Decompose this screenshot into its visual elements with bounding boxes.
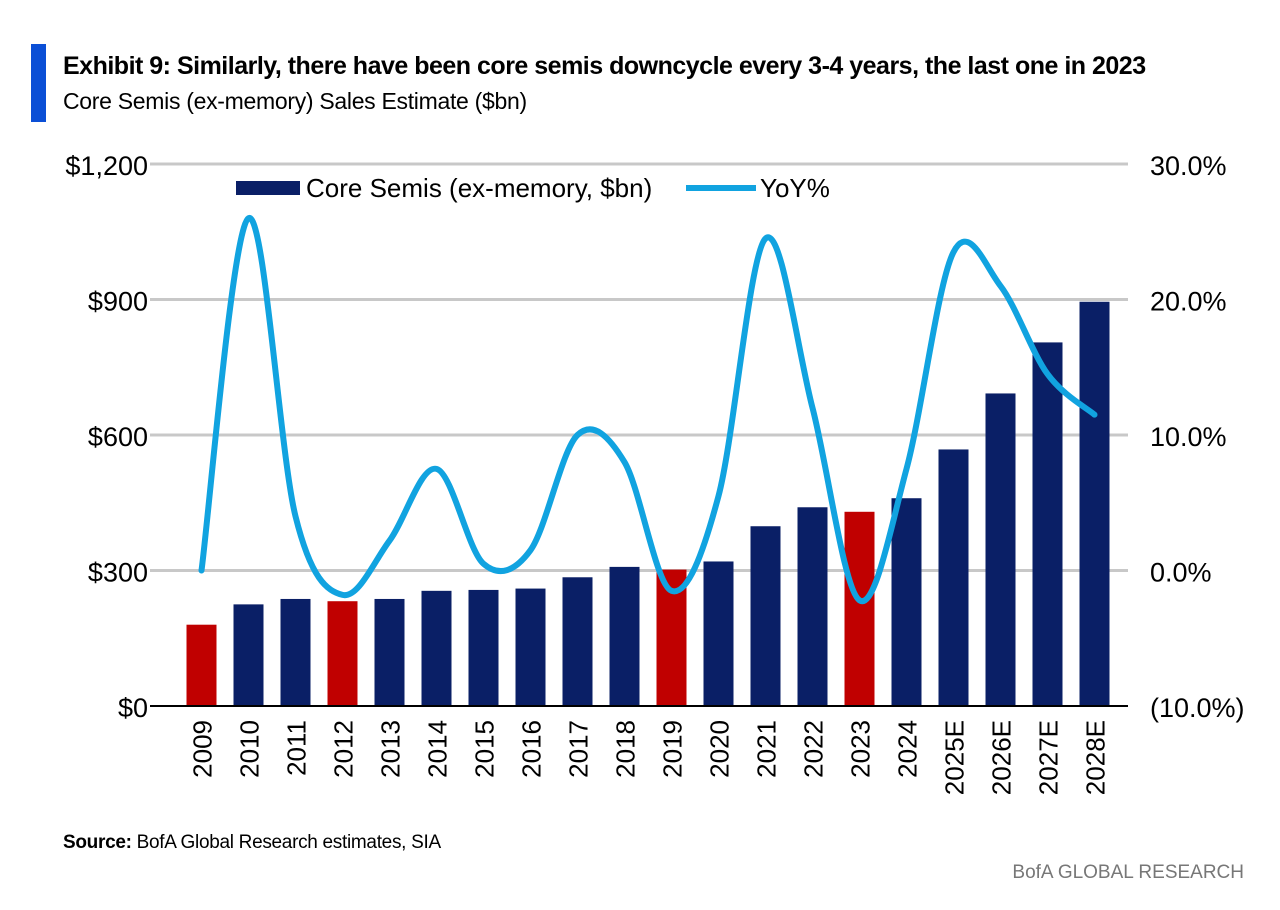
chart-subtitle: Core Semis (ex-memory) Sales Estimate ($… — [63, 88, 527, 114]
source-text: BofA Global Research estimates, SIA — [136, 832, 442, 853]
y-tick-right: 10.0% — [1150, 422, 1227, 452]
bar — [233, 604, 264, 706]
x-tick-label: 2023 — [846, 720, 876, 778]
brand-footer: BofA GLOBAL RESEARCH — [1012, 862, 1244, 883]
bar — [703, 561, 734, 706]
bar — [609, 566, 640, 706]
x-tick-label: 2027E — [1034, 720, 1064, 795]
source-label: Source: — [63, 832, 132, 853]
x-tick-label: 2020 — [705, 720, 735, 778]
x-tick-label: 2013 — [376, 720, 406, 778]
y-tick-left: $300 — [88, 558, 148, 588]
y-tick-right: (10.0%) — [1150, 693, 1245, 723]
bar — [280, 598, 311, 706]
bar — [468, 589, 499, 706]
bar — [421, 590, 452, 706]
chart-title: Exhibit 9: Similarly, there have been co… — [63, 52, 1146, 80]
bar — [562, 577, 593, 706]
x-tick-label: 2014 — [423, 720, 453, 778]
bar — [891, 498, 922, 706]
legend-label-bars: Core Semis (ex-memory, $bn) — [306, 173, 652, 203]
bar — [750, 526, 781, 706]
legend-label-line: YoY% — [760, 173, 830, 203]
yoy-series-line — [198, 215, 1098, 605]
y-tick-left: $1,200 — [65, 151, 148, 181]
chart-area: $0 (10.0%) $300 0.0% $600 10.0% $900 20.0% $1,20… — [0, 120, 1280, 820]
y-tick-right: 30.0% — [1150, 151, 1227, 181]
source-note: Source: BofA Global Research estimates, … — [63, 832, 441, 854]
x-tick-label: 2022 — [799, 720, 829, 778]
bar — [797, 507, 828, 706]
y-tick-left: $900 — [88, 287, 148, 317]
x-tick-label: 2015 — [470, 720, 500, 778]
x-tick-label: 2024 — [893, 720, 923, 778]
y-tick-right: 20.0% — [1150, 287, 1227, 317]
bar — [938, 449, 969, 706]
bar — [186, 624, 217, 706]
x-tick-label: 2019 — [658, 720, 688, 778]
accent-bar — [31, 44, 46, 122]
x-tick-label: 2011 — [282, 720, 312, 776]
bar — [985, 393, 1016, 706]
x-tick-label: 2010 — [235, 720, 265, 778]
bar — [515, 588, 546, 706]
bar — [374, 598, 405, 706]
x-tick-label: 2025E — [940, 720, 970, 795]
x-tick-label: 2018 — [611, 720, 641, 778]
y-tick-left: $0 — [118, 693, 148, 723]
bar — [1032, 342, 1063, 706]
x-tick-label: 2016 — [517, 720, 547, 778]
x-tick-label: 2021 — [752, 720, 782, 778]
x-tick-label: 2009 — [188, 720, 218, 778]
x-tick-label: 2017 — [564, 720, 594, 778]
bar — [327, 601, 358, 706]
x-tick-label: 2012 — [329, 720, 359, 778]
x-tick-label: 2028E — [1081, 720, 1111, 795]
bar — [844, 511, 875, 706]
legend-swatch-bars — [236, 181, 300, 195]
y-tick-left: $600 — [88, 422, 148, 452]
y-tick-right: 0.0% — [1150, 558, 1212, 588]
bar — [1079, 301, 1110, 706]
chart-svg: $0 (10.0%) $300 0.0% $600 10.0% $900 20.0% $1,20… — [65, 151, 1245, 795]
x-tick-label: 2026E — [987, 720, 1017, 795]
